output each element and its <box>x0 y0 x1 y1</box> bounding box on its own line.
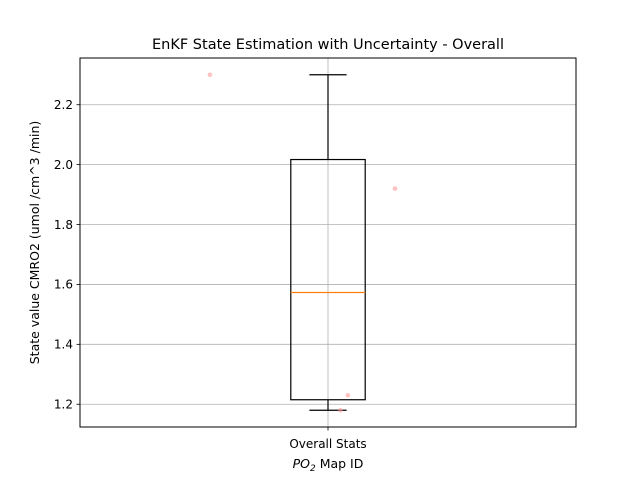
sample-point <box>345 392 351 398</box>
points-layer <box>207 72 398 413</box>
interquartile-box <box>290 158 366 401</box>
y-tick-label: 2.0 <box>54 158 73 172</box>
y-tick-label: 2.2 <box>54 98 73 112</box>
chart-title: EnKF State Estimation with Uncertainty -… <box>152 37 504 53</box>
y-tick-label: 1.4 <box>54 338 73 352</box>
y-axis-label: State value CMRO2 (umol /cm^3 /min) <box>27 121 42 365</box>
x-axis-label-main: PO <box>293 456 311 471</box>
x-axis-label-rest: Map ID <box>316 456 364 471</box>
sample-point <box>207 72 213 78</box>
y-axis-ticks: 1.2 1.4 1.6 1.8 2.0 2.2 <box>54 98 80 412</box>
y-tick-label: 1.6 <box>54 278 73 292</box>
y-tick-label: 1.2 <box>54 398 73 412</box>
x-axis-label: PO2 Map ID <box>293 456 364 474</box>
x-tick-label: Overall Stats <box>289 437 366 451</box>
sample-point <box>392 186 398 191</box>
x-axis-ticks: Overall Stats <box>289 427 367 451</box>
sample-point <box>338 407 343 413</box>
x-axis-label-subscript: 2 <box>310 464 316 474</box>
y-tick-label: 1.8 <box>54 218 73 232</box>
box-layer <box>290 74 366 411</box>
